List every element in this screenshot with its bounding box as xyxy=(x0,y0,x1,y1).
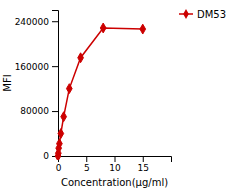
tick-label: 15 xyxy=(138,163,149,173)
marks xyxy=(55,23,145,160)
tick: 10 xyxy=(109,156,121,173)
y-axis: 0 80000 160000 240000 xyxy=(15,11,59,162)
tick-label: 0 xyxy=(43,151,49,161)
tick: 240000 xyxy=(15,17,58,27)
tick-label: 160000 xyxy=(15,62,50,72)
point xyxy=(58,129,64,139)
tick: 5 xyxy=(84,156,90,173)
tick-label: 0 xyxy=(56,163,62,173)
axis-line xyxy=(59,157,172,163)
tick-mark xyxy=(86,156,87,162)
chart: 0 5 10 15 0 80000 160000 240000 Concentration(μg… xyxy=(0,0,229,190)
tick-mark xyxy=(52,21,58,22)
tick: 80000 xyxy=(20,106,58,116)
tick-mark xyxy=(52,66,58,67)
legend: DM53 xyxy=(179,9,226,20)
point xyxy=(78,53,84,63)
tick: 15 xyxy=(138,156,149,173)
legend-marker xyxy=(183,9,189,19)
point xyxy=(61,112,67,122)
tick-mark xyxy=(52,111,58,112)
point xyxy=(100,23,106,33)
tick-label: 240000 xyxy=(15,17,50,27)
tick-label: 10 xyxy=(109,163,121,173)
tick-mark xyxy=(115,156,116,162)
x-axis-title: Concentration(μg/ml) xyxy=(61,177,168,188)
legend-label: DM53 xyxy=(197,9,226,20)
legend-item: DM53 xyxy=(179,9,226,20)
axis-line xyxy=(52,11,59,157)
tick: 160000 xyxy=(15,62,58,72)
line xyxy=(58,28,143,156)
y-axis-title: MFI xyxy=(2,74,13,91)
point xyxy=(140,24,146,34)
tick-label: 5 xyxy=(84,163,90,173)
plot: 0 5 10 15 0 80000 160000 240000 xyxy=(15,11,172,174)
tick-mark xyxy=(143,156,144,162)
tick-label: 80000 xyxy=(20,106,49,116)
point xyxy=(57,139,63,149)
x-axis: 0 5 10 15 xyxy=(56,156,172,173)
point xyxy=(66,84,72,94)
